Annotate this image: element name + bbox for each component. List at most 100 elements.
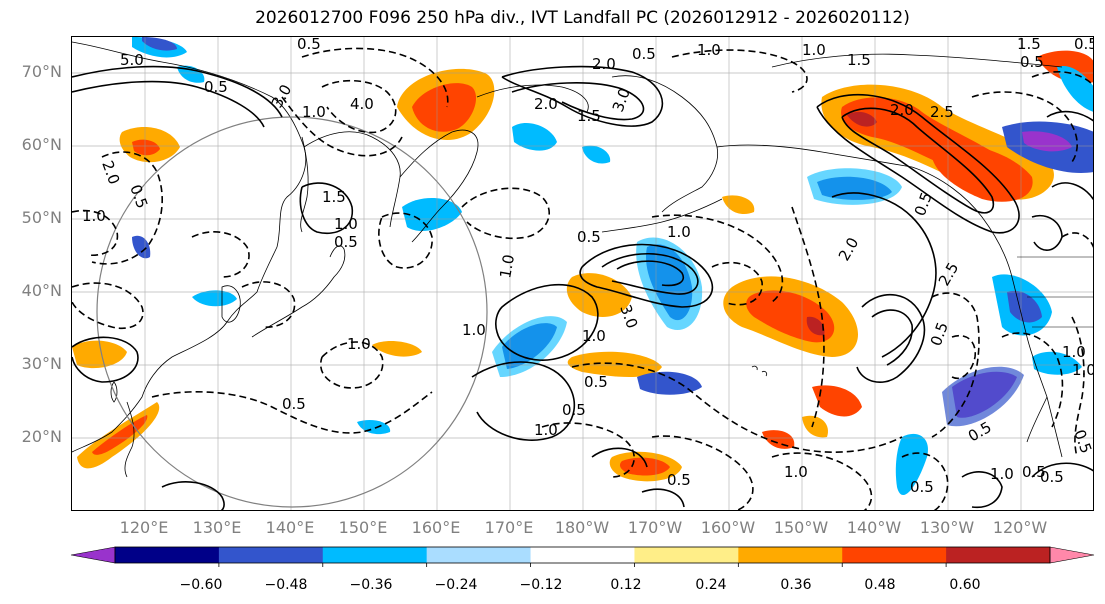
colorbar-label: 0.60 — [949, 577, 981, 593]
shade-lightblue-bering — [512, 122, 557, 151]
coast-baja — [1026, 396, 1048, 443]
lat-label-70n: 70°N — [21, 62, 62, 81]
contour-label: 5.0 — [120, 51, 144, 69]
contour-label: 4.0 — [350, 95, 374, 113]
contour-dashed-20 — [951, 335, 977, 379]
range-circle — [96, 116, 488, 508]
contour-label: 2.0 — [534, 95, 558, 113]
contour-labels: 5.0 0.5 3.0 1.0 0.5 4.0 2.0 1.5 2.0 3.0 … — [82, 37, 1094, 496]
colorbar — [70, 546, 1095, 567]
shade-lightblue-central — [636, 237, 703, 331]
contour-label: 0.5 — [334, 233, 358, 251]
contour-label: 0.5 — [562, 401, 586, 419]
contour-dashed-10 — [461, 187, 551, 240]
shade-red-south — [619, 457, 670, 476]
contour-label: 0.5 — [1074, 37, 1094, 53]
lat-label-40n: 40°N — [21, 281, 62, 300]
contour-label: 2.5 — [930, 103, 954, 121]
lon-label-130e: 130°E — [192, 518, 242, 537]
shade-lightblue-small — [357, 420, 391, 435]
contour-solid-11 — [856, 293, 926, 383]
contour-dashed-18 — [791, 206, 825, 428]
colorbar-segment — [842, 547, 947, 563]
shade-darkred-pac-east — [806, 316, 825, 336]
contour-dashed-13 — [711, 261, 763, 306]
contour-dashed-11 — [671, 49, 808, 93]
map-title: 2026012700 F096 250 hPa div., IVT Landfa… — [255, 8, 910, 28]
contour-solid-21 — [1046, 110, 1093, 122]
contour-dashed-2 — [281, 96, 403, 157]
contour-solid-3 — [501, 65, 664, 127]
shade-orange-ca — [812, 385, 862, 417]
lon-label-160e: 160°E — [411, 518, 461, 537]
shade-blue-se — [942, 366, 1024, 427]
contour-label: 2.0 — [890, 101, 914, 119]
colorbar-label: −0.24 — [434, 577, 478, 593]
colorbar-segment — [426, 547, 532, 563]
contour-label: 1.0 — [82, 207, 106, 225]
shade-red-siberia — [132, 139, 160, 156]
contour-label: 1.0 — [1062, 343, 1086, 361]
contour-dashed-14 — [571, 362, 903, 453]
contour-solid-4 — [511, 82, 645, 121]
contour-label: 1.0 — [990, 465, 1014, 483]
contour-label: 0.5 — [297, 37, 321, 53]
coast-alaska-west — [611, 75, 719, 213]
contour-solid-2 — [72, 80, 265, 128]
colorbar-label: 0.36 — [780, 577, 812, 593]
shade-orange-small1 — [372, 341, 422, 357]
colorbar-label: 0.12 — [610, 577, 642, 593]
colorbar-segment — [738, 547, 843, 563]
shade-blue-mid-south — [637, 371, 702, 395]
contour-dashed-28 — [241, 281, 296, 328]
colorbar-label: −0.48 — [264, 577, 308, 593]
shade-orange-central2 — [567, 351, 662, 377]
contour-dashed-21 — [1001, 332, 1064, 428]
contour-label: 0.5 — [911, 190, 936, 219]
shade-orange-aleut — [722, 195, 755, 215]
lon-label-150e: 150°E — [338, 518, 388, 537]
lon-label-180w: 180°W — [554, 518, 610, 537]
coast-kamchatka — [399, 129, 479, 243]
contour-solid-9 — [616, 260, 684, 287]
contour-label: 0.5 — [1022, 463, 1046, 481]
contour-solid-10 — [831, 192, 937, 358]
shade-lightblue-bering2 — [582, 145, 611, 164]
colorbar-segment — [530, 547, 635, 563]
colorbar-segment — [218, 547, 324, 563]
contour-label: 0.5 — [1040, 468, 1064, 486]
lat-label-20n: 20°N — [21, 427, 62, 446]
coast-hawaii — [751, 365, 768, 377]
contour-solid-7 — [579, 243, 714, 308]
coastlines — [72, 41, 1093, 478]
coast-asia — [72, 41, 307, 453]
coast-na-north — [771, 53, 1063, 68]
colorbar-label: 0.48 — [864, 577, 896, 593]
contour-dashed-15 — [541, 422, 635, 478]
contour-label: 0.5 — [1070, 427, 1094, 456]
contour-label: 1.5 — [1017, 37, 1041, 53]
colorbar-segments — [70, 546, 1095, 564]
contour-label: 3.0 — [609, 86, 634, 115]
contour-solid-23 — [1031, 215, 1063, 251]
contour-solid-8 — [601, 252, 699, 295]
contour-dashed-17 — [771, 452, 873, 510]
contour-label: 1.0 — [496, 253, 518, 280]
lon-label-140e: 140°E — [265, 518, 315, 537]
contour-solid-17 — [591, 447, 648, 468]
map-canvas: 5.0 0.5 3.0 1.0 0.5 4.0 2.0 1.5 2.0 3.0 … — [72, 37, 1094, 510]
contour-label: 1.0 — [582, 327, 606, 345]
shade-lightblue-top-left2 — [177, 65, 205, 83]
colorbar-label: −0.60 — [179, 577, 223, 593]
coast-aleutians — [601, 198, 723, 233]
shaded-divergence-fields — [72, 37, 1093, 496]
lon-label-140w: 140°W — [846, 518, 902, 537]
shade-lightblue-kuril — [402, 197, 462, 232]
contour-dashed-22 — [1061, 232, 1093, 249]
lon-label-170w: 170°W — [627, 518, 683, 537]
contour-label: 2.0 — [835, 234, 863, 264]
colorbar-label: 0.24 — [695, 577, 727, 593]
contour-label: 0.5 — [632, 45, 656, 63]
contour-solid-15 — [299, 182, 353, 234]
colorbar-segment — [634, 547, 739, 563]
